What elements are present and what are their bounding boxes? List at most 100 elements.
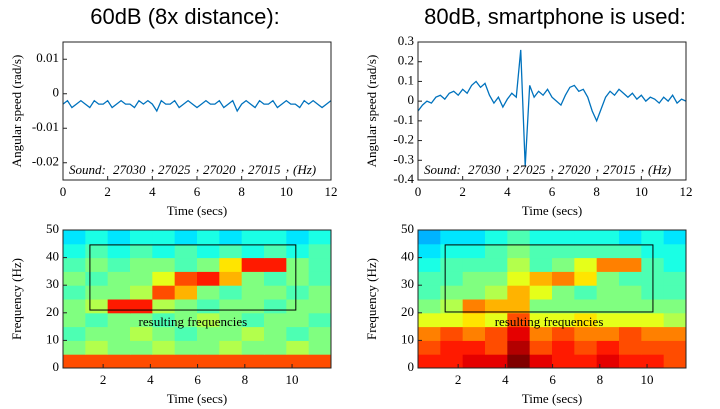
y-tick-label: 50 bbox=[401, 221, 414, 236]
heatmap-cell bbox=[485, 243, 508, 259]
x-tick-label: 10 bbox=[641, 372, 654, 387]
heatmap-cell bbox=[418, 326, 441, 341]
heatmap-cell bbox=[286, 354, 310, 369]
heatmap-cell bbox=[63, 299, 86, 314]
heatmap-cell bbox=[308, 340, 332, 355]
x-tick-label: 10 bbox=[635, 184, 648, 199]
heatmap-cell bbox=[529, 285, 553, 300]
heatmap-cell bbox=[107, 271, 131, 286]
annotation-frequency: 27025 bbox=[158, 162, 191, 177]
y-tick-label: 0.2 bbox=[398, 53, 414, 68]
heatmap-cell bbox=[619, 285, 642, 300]
heatmap-cell bbox=[574, 243, 598, 259]
heatmap-cell bbox=[619, 354, 642, 369]
heatmap-cell bbox=[174, 354, 198, 369]
x-tick-label: 4 bbox=[149, 184, 156, 199]
heatmap-cell bbox=[219, 312, 243, 328]
heatmap-cell bbox=[552, 340, 575, 355]
heatmap-cell bbox=[152, 243, 176, 259]
heatmap-cell bbox=[197, 271, 220, 286]
annotation-separator: , bbox=[286, 159, 289, 174]
heatmap-cell bbox=[663, 257, 687, 272]
heatmap-cell bbox=[152, 326, 176, 341]
y-tick-label: -0.02 bbox=[32, 154, 59, 169]
heatmap-cell bbox=[241, 340, 265, 355]
heatmap-cell bbox=[552, 257, 575, 272]
x-tick-label: 2 bbox=[100, 372, 107, 387]
heatmap-cell bbox=[663, 230, 687, 245]
data-line bbox=[417, 49, 687, 167]
heatmap-cell bbox=[85, 326, 109, 341]
heatmap-cell bbox=[574, 230, 598, 245]
heatmap-cell bbox=[152, 285, 176, 300]
heatmap-cell bbox=[197, 257, 220, 272]
heatmap-cell bbox=[174, 285, 198, 300]
heatmap-cell bbox=[308, 243, 332, 259]
heatmap-cell bbox=[85, 230, 109, 245]
heatmap-cell bbox=[63, 257, 86, 272]
heatmap-cell bbox=[507, 299, 531, 314]
heatmap-cell bbox=[241, 326, 265, 341]
heatmap-cell bbox=[440, 257, 464, 272]
heatmap-cell bbox=[197, 312, 220, 328]
heatmap-cell bbox=[574, 271, 598, 286]
heatmap-cell bbox=[552, 354, 575, 369]
heatmap-cell bbox=[596, 257, 620, 272]
annotation-separator: , bbox=[241, 159, 244, 174]
heatmap-cell bbox=[152, 257, 176, 272]
heatmap-cell bbox=[308, 312, 332, 328]
axes-frame bbox=[62, 229, 332, 369]
heatmap-cell bbox=[197, 230, 220, 245]
heatmap-cell bbox=[418, 230, 441, 245]
heatmap-cell bbox=[264, 271, 287, 286]
y-axis-label: Frequency (Hz) bbox=[364, 258, 379, 340]
y-axis-label: Angular speed (rad/s) bbox=[9, 55, 24, 168]
heatmap-cell bbox=[308, 230, 332, 245]
heatmap-cell bbox=[440, 243, 464, 259]
heatmap-cell bbox=[219, 340, 243, 355]
x-tick-label: 0 bbox=[60, 184, 67, 199]
heatmap-cell bbox=[219, 326, 243, 341]
heatmap-cell bbox=[107, 257, 131, 272]
data-line bbox=[62, 99, 332, 113]
heatmap-cell bbox=[286, 299, 310, 314]
heatmap-cell bbox=[529, 354, 553, 369]
heatmap-cell bbox=[462, 326, 486, 341]
heatmap-cell bbox=[197, 340, 220, 355]
chart-title: 80dB, smartphone is used: bbox=[424, 4, 686, 29]
annotation-unit: (Hz) bbox=[648, 162, 671, 177]
heatmap-cell bbox=[440, 230, 464, 245]
y-tick-label: 30 bbox=[401, 276, 414, 291]
annotation-frequency: 27015 bbox=[248, 162, 281, 177]
heatmap-cell bbox=[241, 271, 265, 286]
heatmap-cell bbox=[462, 340, 486, 355]
heatmap-cell bbox=[241, 285, 265, 300]
heatmap-cell bbox=[663, 285, 687, 300]
x-tick-label: 4 bbox=[504, 184, 511, 199]
heatmap-cell bbox=[241, 312, 265, 328]
heatmap-cell bbox=[552, 299, 575, 314]
y-tick-label: 0 bbox=[408, 359, 415, 374]
x-tick-label: 12 bbox=[325, 184, 338, 199]
y-tick-label: 0 bbox=[408, 92, 415, 107]
heatmap-cell bbox=[462, 312, 486, 328]
heatmap-cell bbox=[596, 340, 620, 355]
heatmap-cell bbox=[485, 312, 508, 328]
heatmap-cell bbox=[507, 257, 531, 272]
annotation-separator: , bbox=[196, 159, 199, 174]
heatmap-cell bbox=[152, 312, 176, 328]
heatmap-cell bbox=[507, 340, 531, 355]
heatmap-cell bbox=[152, 354, 176, 369]
annotation: resulting frequencies bbox=[495, 314, 604, 329]
heatmap-cell bbox=[264, 299, 287, 314]
annotation-frequency: 27030 bbox=[468, 162, 501, 177]
heatmap-cell bbox=[219, 354, 243, 369]
heatmap-cell bbox=[663, 340, 687, 355]
heatmap-cell bbox=[418, 257, 441, 272]
heatmap-cell bbox=[529, 230, 553, 245]
chart-title: 60dB (8x distance): bbox=[90, 4, 280, 29]
heatmap-cell bbox=[174, 230, 198, 245]
heatmap-cell bbox=[152, 340, 176, 355]
heatmap-cell bbox=[63, 340, 86, 355]
heatmap-cell bbox=[574, 312, 598, 328]
